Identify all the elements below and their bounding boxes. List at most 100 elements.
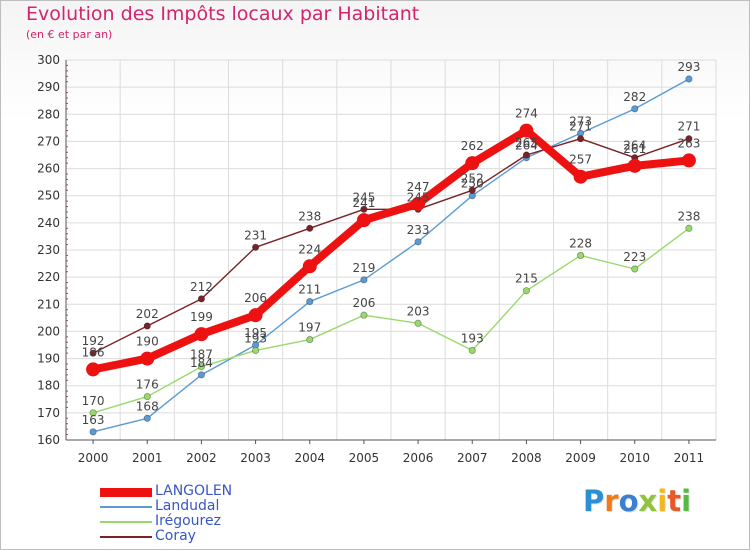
- data-label-ir-gourez: 215: [515, 272, 538, 286]
- x-tick-label: 2011: [674, 451, 705, 465]
- x-tick-label: 2009: [565, 451, 596, 465]
- data-point-langolen: [86, 362, 101, 377]
- data-label-ir-gourez: 206: [352, 296, 375, 310]
- data-label-langolen: 224: [298, 242, 321, 256]
- legend-item-2: Irégourez: [100, 513, 300, 529]
- data-label-langolen: 263: [677, 136, 700, 150]
- data-point-coray: [685, 135, 693, 143]
- data-label-landudal: 195: [244, 326, 267, 340]
- data-point-ir-gourez: [522, 287, 531, 295]
- x-tick-label: 2010: [619, 451, 650, 465]
- data-label-landudal: 168: [136, 399, 159, 413]
- series-line-ir-gourez: [92, 227, 690, 414]
- data-label-coray: 271: [677, 120, 700, 134]
- data-point-ir-gourez: [89, 409, 97, 417]
- data-point-landudal: [143, 414, 151, 422]
- logo-letter: i: [681, 484, 692, 518]
- data-point-ir-gourez: [576, 251, 585, 260]
- data-label-landudal: 184: [190, 356, 213, 370]
- data-label-coray: 238: [298, 209, 321, 223]
- legend: LANGOLEN Landudal Irégourez Coray: [100, 483, 300, 544]
- logo-letter: x: [638, 484, 658, 518]
- series-lines: [86, 75, 696, 436]
- data-point-landudal: [197, 371, 206, 379]
- data-point-ir-gourez: [468, 346, 476, 355]
- legend-label-1: Landudal: [155, 498, 220, 514]
- logo-letter: o: [618, 484, 639, 518]
- data-point-coray: [306, 224, 314, 232]
- data-point-coray: [522, 151, 531, 159]
- data-label-ir-gourez: 197: [298, 321, 321, 335]
- x-tick-label: 2003: [240, 451, 271, 465]
- data-point-langolen: [465, 156, 480, 171]
- data-label-langolen: 186: [82, 345, 105, 359]
- y-tick-label: 180: [37, 379, 60, 393]
- data-point-coray: [251, 243, 260, 251]
- data-label-langolen: 257: [569, 153, 592, 167]
- data-label-ir-gourez: 203: [407, 304, 430, 318]
- legend-item-0: LANGOLEN: [100, 483, 300, 499]
- data-label-ir-gourez: 187: [190, 348, 213, 362]
- data-label-langolen: 199: [190, 310, 213, 324]
- data-point-langolen: [194, 327, 209, 342]
- y-tick-label: 200: [37, 324, 60, 338]
- y-tick-label: 230: [37, 243, 60, 257]
- data-label-langolen: 261: [623, 142, 646, 156]
- data-label-landudal: 211: [298, 283, 321, 297]
- legend-item-1: Landudal: [100, 498, 300, 514]
- data-label-coray: 265: [515, 136, 538, 150]
- data-point-coray: [143, 322, 151, 330]
- data-point-langolen: [411, 196, 426, 211]
- legend-swatch-3: [100, 536, 152, 538]
- series-line-landudal: [92, 78, 690, 433]
- axes: 160 170 180 190 200 210 220 230 240 250 260 270 280 2…: [37, 53, 716, 465]
- data-label-landudal: 163: [82, 413, 105, 427]
- legend-swatch-2: [100, 521, 152, 523]
- chart-subtitle: (en € et par an): [26, 28, 113, 41]
- data-label-coray: 271: [569, 120, 592, 134]
- data-label-langolen: 190: [136, 335, 159, 349]
- data-label-coray: 245: [407, 190, 430, 204]
- y-tick-label: 270: [37, 134, 60, 148]
- data-label-ir-gourez: 170: [82, 394, 105, 408]
- data-point-coray: [360, 205, 368, 213]
- y-tick-label: 220: [37, 270, 60, 284]
- data-point-langolen: [627, 158, 642, 173]
- series-line-langolen: [89, 126, 693, 374]
- y-tick-label: 300: [37, 53, 60, 67]
- data-point-landudal: [414, 238, 422, 246]
- legend-swatch-1: [100, 506, 152, 508]
- data-label-coray: 245: [352, 190, 375, 204]
- data-label-coray: 202: [136, 307, 159, 321]
- legend-label-3: Coray: [155, 528, 196, 544]
- data-label-landudal: 219: [352, 261, 375, 275]
- y-tick-label: 160: [37, 433, 60, 447]
- data-label-coray: 252: [461, 171, 484, 185]
- data-point-landudal: [685, 75, 693, 83]
- data-point-coray: [576, 135, 585, 143]
- data-label-ir-gourez: 238: [677, 209, 700, 223]
- data-labels: 186 190 199 206 224 241 247 262 274 257 261 263 163 1…: [82, 60, 701, 427]
- data-label-coray: 264: [623, 139, 646, 153]
- data-label-coray: 192: [82, 334, 105, 348]
- data-label-landudal: 264: [515, 139, 538, 153]
- data-point-ir-gourez: [306, 335, 314, 344]
- data-label-landudal: 250: [461, 177, 484, 191]
- legend-label-0: LANGOLEN: [155, 483, 233, 499]
- data-point-landudal: [306, 297, 314, 306]
- logo-letter: r: [604, 484, 619, 518]
- data-label-langolen: 274: [515, 107, 538, 121]
- x-tick-label: 2007: [457, 451, 488, 465]
- gridlines: [65, 59, 717, 440]
- legend-item-3: Coray: [100, 528, 300, 544]
- data-label-langolen: 262: [461, 139, 484, 153]
- data-label-landudal: 282: [623, 90, 646, 104]
- data-point-ir-gourez: [360, 311, 368, 319]
- data-point-langolen: [681, 153, 696, 168]
- data-point-landudal: [631, 105, 639, 113]
- legend-swatch-0: [100, 487, 152, 497]
- data-point-coray: [197, 295, 206, 303]
- data-label-landudal: 293: [677, 60, 700, 74]
